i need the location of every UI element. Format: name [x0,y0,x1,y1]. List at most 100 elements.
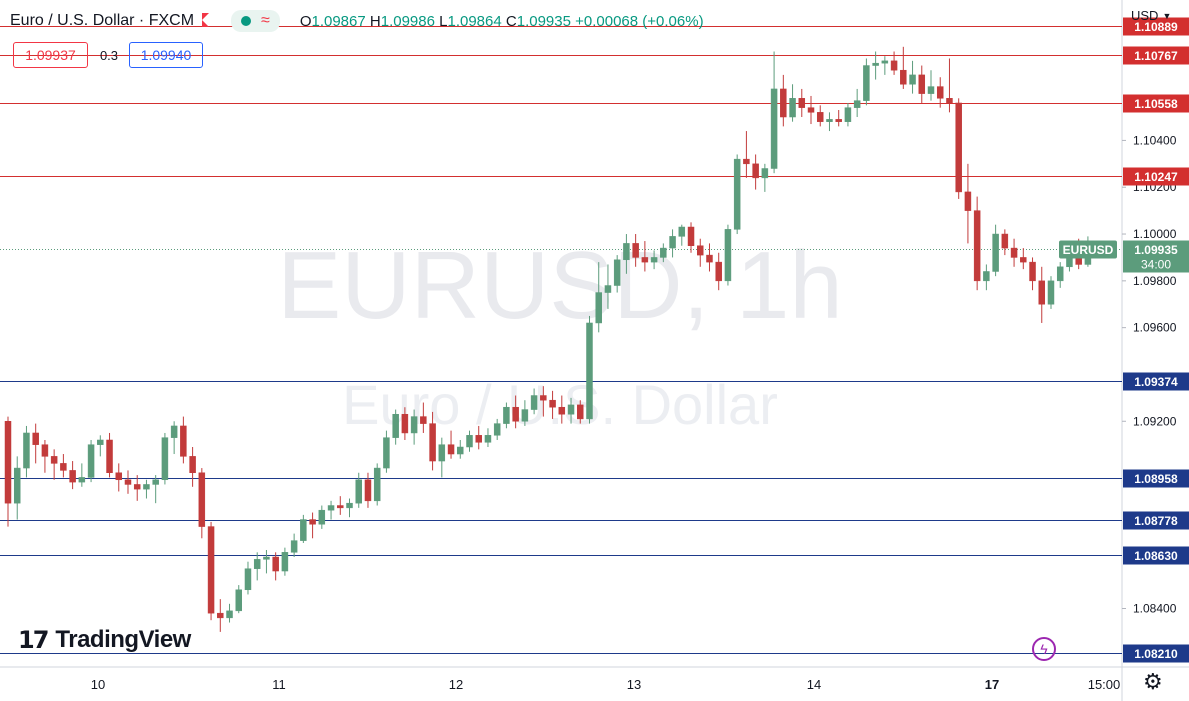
low-value: 1.09864 [447,12,502,30]
candle-up [1056,262,1064,288]
flag-icon[interactable] [202,13,210,27]
candle-up [992,224,999,277]
candle-body [890,60,898,71]
support-level-label: 1.09374 [1134,375,1178,389]
candle-down [900,46,907,89]
candle-body [383,437,390,469]
logo-text: TradingView [55,626,191,653]
symbol-tag [1059,240,1117,259]
candle-up [346,498,353,518]
candle-body [697,245,704,256]
candle-body [189,456,196,474]
high-label: H [369,12,381,30]
candle-body [124,479,132,485]
candle-body [207,526,215,614]
candle-down [512,395,519,429]
candle-up [909,60,916,94]
candle-body [752,163,759,179]
candle-up [1047,276,1055,309]
candle-body [429,423,436,462]
price-tick-label: 1.10000 [1133,227,1177,241]
last-price-tag [1123,240,1189,273]
candle-up [650,250,658,270]
candle-body [152,479,159,485]
chevron-down-icon: ▼ [1162,10,1172,21]
candle-body [715,261,722,282]
candle-down [946,58,953,113]
candle-up [253,552,261,581]
candle-up [392,409,399,445]
candle-body [853,100,861,108]
candle-down [816,105,824,127]
candle-down [217,599,224,632]
candle-body [244,568,252,591]
candle-up [826,112,833,132]
candle-body [1001,233,1009,249]
candle-up [521,400,529,426]
candle-down [743,131,750,178]
sell-price-button[interactable]: 1.09937 [13,42,88,68]
candle-body [816,112,824,122]
candle-body [115,472,123,481]
time-tick-label: 15:00 [1088,677,1121,692]
lightning-icon[interactable]: ϟ [1032,637,1056,661]
candle-body [1029,261,1036,282]
candle-up [290,533,298,558]
candle-body [955,102,962,193]
price-tick-label: 1.10400 [1133,133,1177,147]
support-level-tag [1123,644,1189,663]
currency-selector[interactable]: USD ▼ [1131,8,1171,23]
candle-body [226,610,233,619]
open-label: O [299,12,312,30]
candle-up [355,472,362,508]
candle-body [503,406,510,424]
market-status[interactable]: ≈ [231,10,280,32]
candle-up [263,549,270,574]
candle-body [687,226,695,246]
candle-down [198,468,206,539]
support-level-tag [1123,546,1189,565]
resistance-level-label: 1.10247 [1134,170,1178,184]
candle-body [761,168,769,179]
symbol-tag-label: EURUSD [1063,243,1114,257]
time-tick-label: 17 [985,677,999,692]
candle-up [724,224,732,286]
candle-body [327,505,335,511]
candle-up [13,456,21,520]
candle-down [1038,266,1046,323]
candle-body [392,413,399,438]
tradingview-logo[interactable]: 17 TradingView [18,626,191,654]
candle-down [641,241,649,272]
candle-down [115,463,123,492]
candle-up [530,388,538,415]
candle-up [613,255,621,293]
candle-up [300,514,307,543]
candle-body [170,425,178,438]
candle-down [189,447,196,487]
candle-down [964,163,972,244]
candle-down [272,552,279,581]
candle-down [106,432,113,478]
candle-body [936,86,944,99]
resistance-level-label: 1.10767 [1134,49,1178,63]
candle-down [180,416,187,464]
candle-body [457,446,464,455]
candle-body [946,98,953,104]
candle-body [23,432,30,469]
candle-body [133,484,141,490]
symbol-title[interactable]: Euro / U.S. Dollar · FXCM [10,12,195,29]
candle-body [87,444,95,478]
candle-down [364,472,372,508]
resistance-level-tag [1123,94,1189,113]
candle-down [1010,238,1018,267]
candle-body [678,226,686,237]
candle-body [669,236,676,249]
candle-up [87,439,95,483]
candle-up [604,264,612,309]
wave-icon: ≈ [261,12,270,29]
candle-down [420,402,427,433]
buy-price-button[interactable]: 1.09940 [129,42,203,68]
gear-icon[interactable]: ⚙ [1143,669,1163,694]
candle-up [853,88,861,118]
